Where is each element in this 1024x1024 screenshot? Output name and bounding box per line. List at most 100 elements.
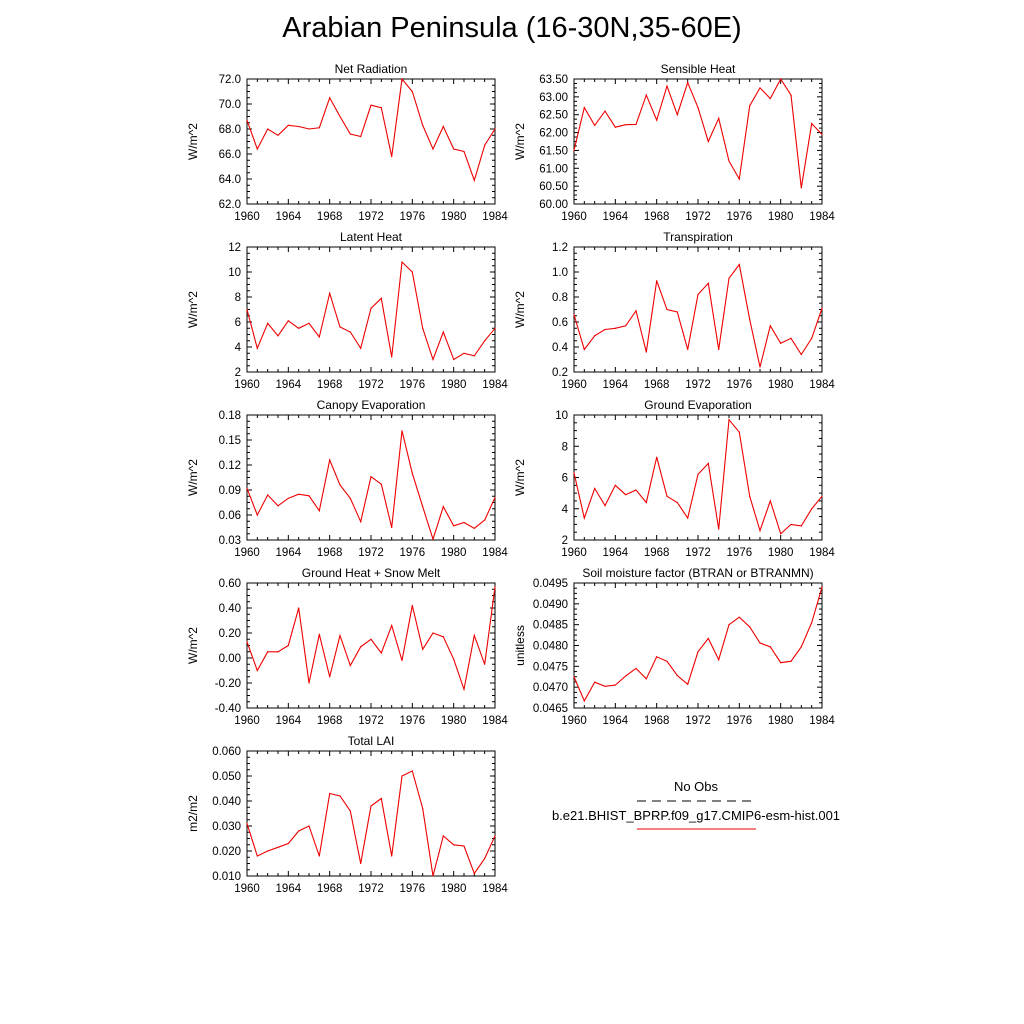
data-point <box>349 810 351 812</box>
x-tick-label: 1960 <box>234 379 260 391</box>
data-point <box>380 652 382 654</box>
y-axis-label: W/m^2 <box>513 123 527 160</box>
data-point <box>287 842 289 845</box>
data-point <box>728 624 730 626</box>
data-point <box>339 326 341 328</box>
data-point <box>432 632 434 634</box>
y-tick-label: 0.0465 <box>533 703 568 715</box>
y-tick-label: 0.0490 <box>533 599 568 611</box>
data-point <box>759 366 761 368</box>
data-point <box>583 106 585 109</box>
data-point <box>645 678 647 680</box>
data-point <box>759 642 761 644</box>
series-line <box>573 263 823 368</box>
data-point <box>246 119 248 121</box>
data-point <box>604 328 606 331</box>
data-point <box>391 155 393 158</box>
data-point <box>380 107 382 109</box>
series-line <box>573 77 823 188</box>
data-point <box>432 148 434 150</box>
data-point <box>401 430 403 432</box>
data-point <box>583 700 585 702</box>
data-point <box>246 308 248 311</box>
data-point <box>349 664 351 667</box>
y-tick-label: 2 <box>562 535 568 547</box>
data-point <box>821 307 823 309</box>
y-axis-label: unitless <box>513 625 527 666</box>
panel-title: Canopy Evaporation <box>317 398 426 412</box>
data-point <box>666 495 668 497</box>
x-tick-label: 1976 <box>727 547 753 559</box>
data-point <box>687 348 689 351</box>
y-axis-label: W/m^2 <box>186 459 200 496</box>
plot-frame <box>573 78 823 205</box>
data-point <box>707 282 709 284</box>
data-point <box>811 123 813 125</box>
y-tick-label: 68.0 <box>219 124 241 136</box>
data-point <box>656 456 658 458</box>
data-point <box>594 681 596 683</box>
data-point <box>676 501 678 504</box>
data-point <box>318 510 320 512</box>
x-tick-label: 1976 <box>727 379 753 391</box>
plot-frame <box>246 78 496 205</box>
y-tick-label: 10 <box>555 410 568 422</box>
x-tick-label: 1976 <box>727 211 753 223</box>
x-tick-label: 1976 <box>400 547 426 559</box>
data-point <box>494 586 496 588</box>
x-tick-label: 1964 <box>276 211 302 223</box>
data-point <box>329 676 331 678</box>
data-point <box>277 846 279 848</box>
data-point <box>422 506 424 508</box>
y-tick-label: 62.0 <box>219 199 241 211</box>
data-point <box>790 337 792 339</box>
series-line <box>246 430 496 542</box>
data-point <box>718 348 720 351</box>
data-point <box>749 318 751 321</box>
data-point <box>811 337 813 339</box>
data-point <box>697 473 699 475</box>
y-axis-label: W/m^2 <box>186 123 200 160</box>
x-tick-label: 1972 <box>685 379 711 391</box>
x-tick-label: 1972 <box>685 211 711 223</box>
data-point <box>391 624 393 627</box>
x-tick-label: 1960 <box>561 379 587 391</box>
data-point <box>573 676 575 678</box>
data-point <box>401 261 403 263</box>
x-tick-label: 1972 <box>685 547 711 559</box>
data-point <box>656 280 658 282</box>
data-point <box>769 325 771 327</box>
plot-frame <box>246 750 496 877</box>
data-point <box>728 419 730 421</box>
data-point <box>277 335 279 337</box>
y-tick-label: 0.15 <box>219 435 241 447</box>
data-point <box>769 646 771 648</box>
data-point <box>380 797 382 800</box>
x-tick-label: 1976 <box>400 379 426 391</box>
data-point <box>625 675 627 677</box>
data-point <box>411 90 413 93</box>
data-point <box>411 604 413 607</box>
data-point <box>676 311 678 313</box>
data-point <box>267 322 269 324</box>
y-tick-label: 1.0 <box>552 267 568 279</box>
data-point <box>246 641 248 643</box>
data-point <box>411 472 413 474</box>
x-tick-label: 1960 <box>234 211 260 223</box>
data-point <box>401 78 403 80</box>
data-point <box>800 353 802 356</box>
x-tick-label: 1968 <box>317 715 343 727</box>
x-tick-label: 1972 <box>685 715 711 727</box>
y-tick-label: 0.03 <box>219 535 241 547</box>
data-point <box>463 845 465 847</box>
data-point <box>432 875 434 877</box>
data-point <box>267 850 269 852</box>
y-tick-label: 0.0495 <box>533 578 568 590</box>
y-tick-label: 62.50 <box>539 110 568 122</box>
data-point <box>349 133 351 135</box>
data-point <box>614 684 616 686</box>
data-point <box>308 495 310 497</box>
x-tick-label: 1964 <box>603 715 629 727</box>
data-point <box>308 682 310 684</box>
data-point <box>749 626 751 628</box>
